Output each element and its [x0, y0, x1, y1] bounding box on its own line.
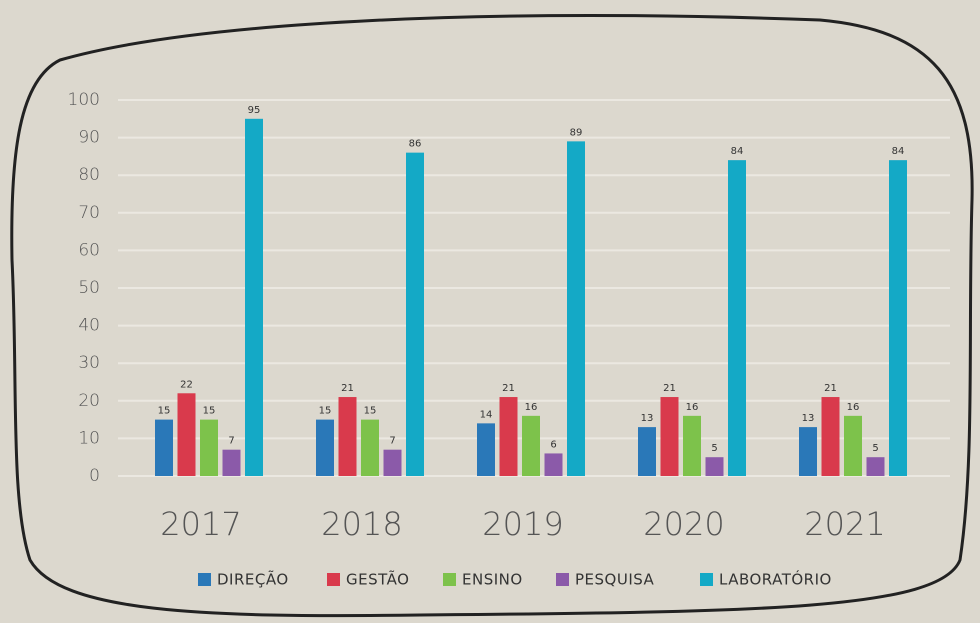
- value-label: 21: [824, 383, 837, 394]
- y-tick-label: 40: [78, 316, 100, 336]
- y-tick-label: 20: [78, 391, 100, 411]
- legend-swatch: [556, 573, 569, 586]
- value-label: 6: [550, 439, 556, 450]
- value-label: 21: [341, 383, 354, 394]
- legend-label: LABORATÓRIO: [719, 570, 832, 589]
- y-tick-label: 90: [78, 128, 100, 148]
- frame: [10, 14, 974, 618]
- value-label: 16: [525, 402, 538, 413]
- y-tick-label: 0: [89, 466, 100, 486]
- value-label: 5: [872, 443, 878, 454]
- bar: [522, 415, 540, 476]
- bar: [177, 393, 196, 476]
- value-label: 7: [228, 436, 234, 447]
- value-label: 14: [480, 409, 493, 420]
- bar: [705, 457, 724, 476]
- bar: [799, 427, 817, 476]
- bar: [338, 397, 357, 476]
- value-label: 21: [663, 383, 676, 394]
- value-label: 7: [389, 436, 395, 447]
- bar: [406, 152, 424, 476]
- bar: [821, 397, 840, 476]
- bar: [567, 141, 585, 477]
- bar: [383, 449, 402, 476]
- legend-swatch: [327, 573, 340, 586]
- bar: [245, 118, 263, 477]
- value-label: 84: [892, 146, 905, 157]
- bar: [866, 457, 885, 476]
- legend-swatch: [198, 573, 211, 586]
- y-tick-label: 70: [78, 203, 100, 223]
- legend-swatch: [443, 573, 456, 586]
- bar: [660, 397, 679, 476]
- bar: [155, 419, 173, 476]
- bar: [200, 419, 218, 476]
- bar: [361, 419, 379, 476]
- value-label: 84: [731, 146, 744, 157]
- y-tick-label: 50: [78, 278, 100, 298]
- y-tick-label: 80: [78, 165, 100, 185]
- value-label: 13: [802, 413, 815, 424]
- value-label: 15: [364, 406, 377, 417]
- y-tick-label: 60: [78, 240, 100, 260]
- bar: [683, 415, 701, 476]
- bar: [844, 415, 862, 476]
- bar: [728, 160, 746, 476]
- value-label: 21: [502, 383, 515, 394]
- value-label: 16: [847, 402, 860, 413]
- bar: [477, 423, 495, 476]
- bar: [499, 397, 518, 476]
- value-label: 15: [158, 406, 171, 417]
- y-tick-label: 100: [68, 90, 100, 110]
- legend-swatch: [700, 573, 713, 586]
- legend-label: ENSINO: [462, 571, 523, 589]
- bar: [638, 427, 656, 476]
- x-tick-label: 2017: [160, 505, 241, 543]
- value-label: 5: [711, 443, 717, 454]
- x-tick-label: 2019: [482, 505, 563, 543]
- x-tick-label: 2018: [321, 505, 402, 543]
- bar: [889, 160, 907, 476]
- y-tick-label: 30: [78, 353, 100, 373]
- legend-label: PESQUISA: [575, 571, 655, 589]
- bar: [222, 449, 241, 476]
- value-label: 15: [203, 406, 216, 417]
- value-label: 22: [180, 379, 193, 390]
- value-label: 89: [570, 127, 583, 138]
- value-label: 15: [319, 406, 332, 417]
- bar: [544, 453, 563, 476]
- value-label: 95: [248, 105, 261, 116]
- bar: [316, 419, 334, 476]
- value-label: 16: [686, 402, 699, 413]
- x-tick-label: 2021: [804, 505, 885, 543]
- value-label: 13: [641, 413, 654, 424]
- value-label: 86: [409, 139, 422, 150]
- legend-label: DIREÇÃO: [217, 570, 289, 589]
- legend-label: GESTÃO: [346, 570, 409, 589]
- y-tick-label: 10: [78, 428, 100, 448]
- x-tick-label: 2020: [643, 505, 724, 543]
